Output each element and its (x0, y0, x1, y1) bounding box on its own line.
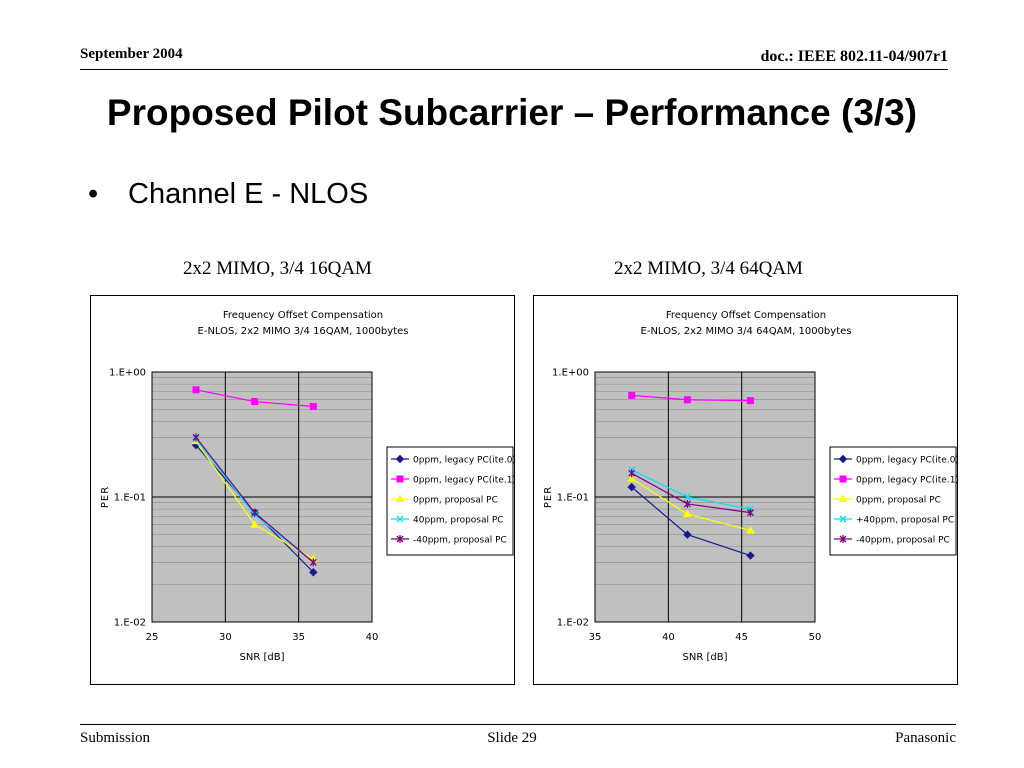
chart-0-legend-label: -40ppm, proposal PC (413, 536, 507, 546)
footer-left: Submission (80, 730, 151, 746)
chart-1-x-tick-label: 50 (809, 632, 822, 643)
chart-1-series-1-point (628, 391, 636, 399)
footer-rule (80, 724, 956, 725)
chart-0-legend: 0ppm, legacy PC(ite.0) 0ppm, legacy PC(it… (386, 446, 516, 556)
chart-1-legend-marker (839, 475, 847, 483)
chart-1-series-2-point (683, 509, 692, 518)
chart-0-title-line: Frequency Offset Compensation (223, 310, 383, 321)
chart-1-series-4-point (683, 499, 691, 508)
chart-1-series-2-point (746, 525, 755, 534)
chart-1-legend-label: 0ppm, proposal PC (856, 496, 941, 506)
header-date: September 2004 (80, 46, 183, 62)
chart-caption-16qam: 2x2 MIMO, 3/4 16QAM (183, 258, 372, 279)
chart-1-x-tick-label: 35 (589, 632, 602, 643)
bullet-item: • Channel E - NLOS (88, 178, 368, 211)
chart-0-y-axis-label: PER (100, 486, 111, 508)
chart-1-series-3-point (683, 493, 691, 501)
chart-0-x-tick-label: 40 (366, 632, 379, 643)
chart-1-series-4 (628, 469, 754, 517)
chart-0-series-4-point (309, 558, 317, 567)
header-rule (80, 69, 948, 70)
chart-64qam-svg: Frequency Offset Compensation E-NLOS, 2x2… (543, 310, 959, 663)
bullet-symbol: • (88, 178, 99, 210)
bullet-text: Channel E - NLOS (128, 178, 369, 210)
chart-0-x-axis-label: SNR [dB] (240, 652, 285, 663)
chart-0-legend-label: 40ppm, proposal PC (413, 516, 504, 526)
chart-0-legend-marker (395, 454, 405, 464)
chart-1-series-0-point (683, 530, 692, 539)
chart-0-legend-marker (396, 515, 404, 523)
footer-slide-number: Slide 29 (487, 730, 537, 746)
chart-1-series-2 (627, 474, 755, 534)
chart-0-legend-marker (396, 475, 404, 483)
chart-1-series-0-point (746, 551, 755, 560)
chart-1-series-1-point (683, 396, 691, 404)
chart-0-series-1 (192, 386, 317, 410)
chart-16qam-svg: Frequency Offset Compensation E-NLOS, 2x2… (100, 310, 516, 663)
chart-1-series-0 (627, 482, 755, 560)
chart-1-legend-label: 0ppm, legacy PC(ite.0) (856, 456, 959, 466)
chart-1-legend-label: +40ppm, proposal PC (856, 516, 954, 526)
chart-1-legend-marker (839, 535, 847, 543)
chart-0-series-4-point (251, 508, 259, 517)
chart-1-legend-marker (838, 494, 848, 502)
chart-1-series-0-point (627, 482, 636, 492)
chart-1-y-tick-label: 1.E-01 (557, 493, 589, 504)
chart-0-series-4-point (192, 433, 200, 442)
chart-0-legend-label: 0ppm, legacy PC(ite.0) (413, 456, 516, 466)
chart-1-series-2-point (627, 474, 637, 482)
chart-0-series-4 (192, 433, 317, 567)
chart-1-x-axis-label: SNR [dB] (683, 652, 728, 663)
chart-1-legend-box (829, 446, 957, 556)
chart-1-y-axis-label: PER (543, 486, 554, 508)
chart-0-series-2-point (250, 520, 260, 528)
chart-0-title-line: E-NLOS, 2x2 MIMO 3/4 16QAM, 1000bytes (198, 326, 409, 337)
chart-0-y-tick-label: 1.E-01 (114, 493, 146, 504)
chart-0-legend-marker (396, 535, 404, 543)
chart-1-x-tick-label: 45 (735, 632, 748, 643)
chart-0-legend-label: 0ppm, legacy PC(ite.1) (413, 476, 516, 486)
chart-1-legend: 0ppm, legacy PC(ite.0) 0ppm, legacy PC(it… (829, 446, 959, 556)
chart-1-series-4-point (628, 469, 636, 478)
chart-0-legend-box (386, 446, 514, 556)
chart-0-series-1-point (192, 386, 200, 394)
chart-0-series-0-point (309, 568, 318, 577)
chart-0-x-tick-label: 35 (292, 632, 305, 643)
chart-0-legend-marker (395, 494, 405, 502)
chart-0-y-tick-label: 1.E-02 (114, 618, 146, 629)
chart-1-legend-label: -40ppm, proposal PC (856, 536, 950, 546)
header-doc-id: doc.: IEEE 802.11-04/907r1 (760, 48, 948, 65)
chart-1-legend-marker (838, 454, 848, 464)
chart-1-title-line: E-NLOS, 2x2 MIMO 3/4 64QAM, 1000bytes (641, 326, 852, 337)
slide-title: Proposed Pilot Subcarrier – Performance … (106, 92, 918, 133)
chart-0-series-1-point (309, 402, 317, 410)
chart-1-y-tick-label: 1.E-02 (557, 618, 589, 629)
chart-0-x-tick-label: 25 (146, 632, 159, 643)
chart-16qam: Frequency Offset Compensation E-NLOS, 2x2… (90, 295, 516, 685)
chart-1-series-4-point (747, 508, 754, 517)
chart-0-legend-label: 0ppm, proposal PC (413, 496, 498, 506)
footer-right: Panasonic (895, 730, 956, 746)
chart-1-series-1 (628, 391, 754, 405)
chart-1-series-1-point (746, 397, 754, 405)
chart-1-legend-label: 0ppm, legacy PC(ite.1) (856, 476, 959, 486)
chart-1-title-line: Frequency Offset Compensation (666, 310, 826, 321)
chart-0-series-1-point (251, 398, 259, 406)
chart-64qam: Frequency Offset Compensation E-NLOS, 2x2… (533, 295, 959, 685)
chart-1-legend-marker (839, 515, 847, 523)
chart-1-x-tick-label: 40 (662, 632, 675, 643)
chart-caption-64qam: 2x2 MIMO, 3/4 64QAM (614, 258, 803, 279)
chart-0-y-tick-label: 1.E+00 (109, 368, 146, 379)
chart-0-x-tick-label: 30 (219, 632, 232, 643)
chart-1-y-tick-label: 1.E+00 (552, 368, 589, 379)
